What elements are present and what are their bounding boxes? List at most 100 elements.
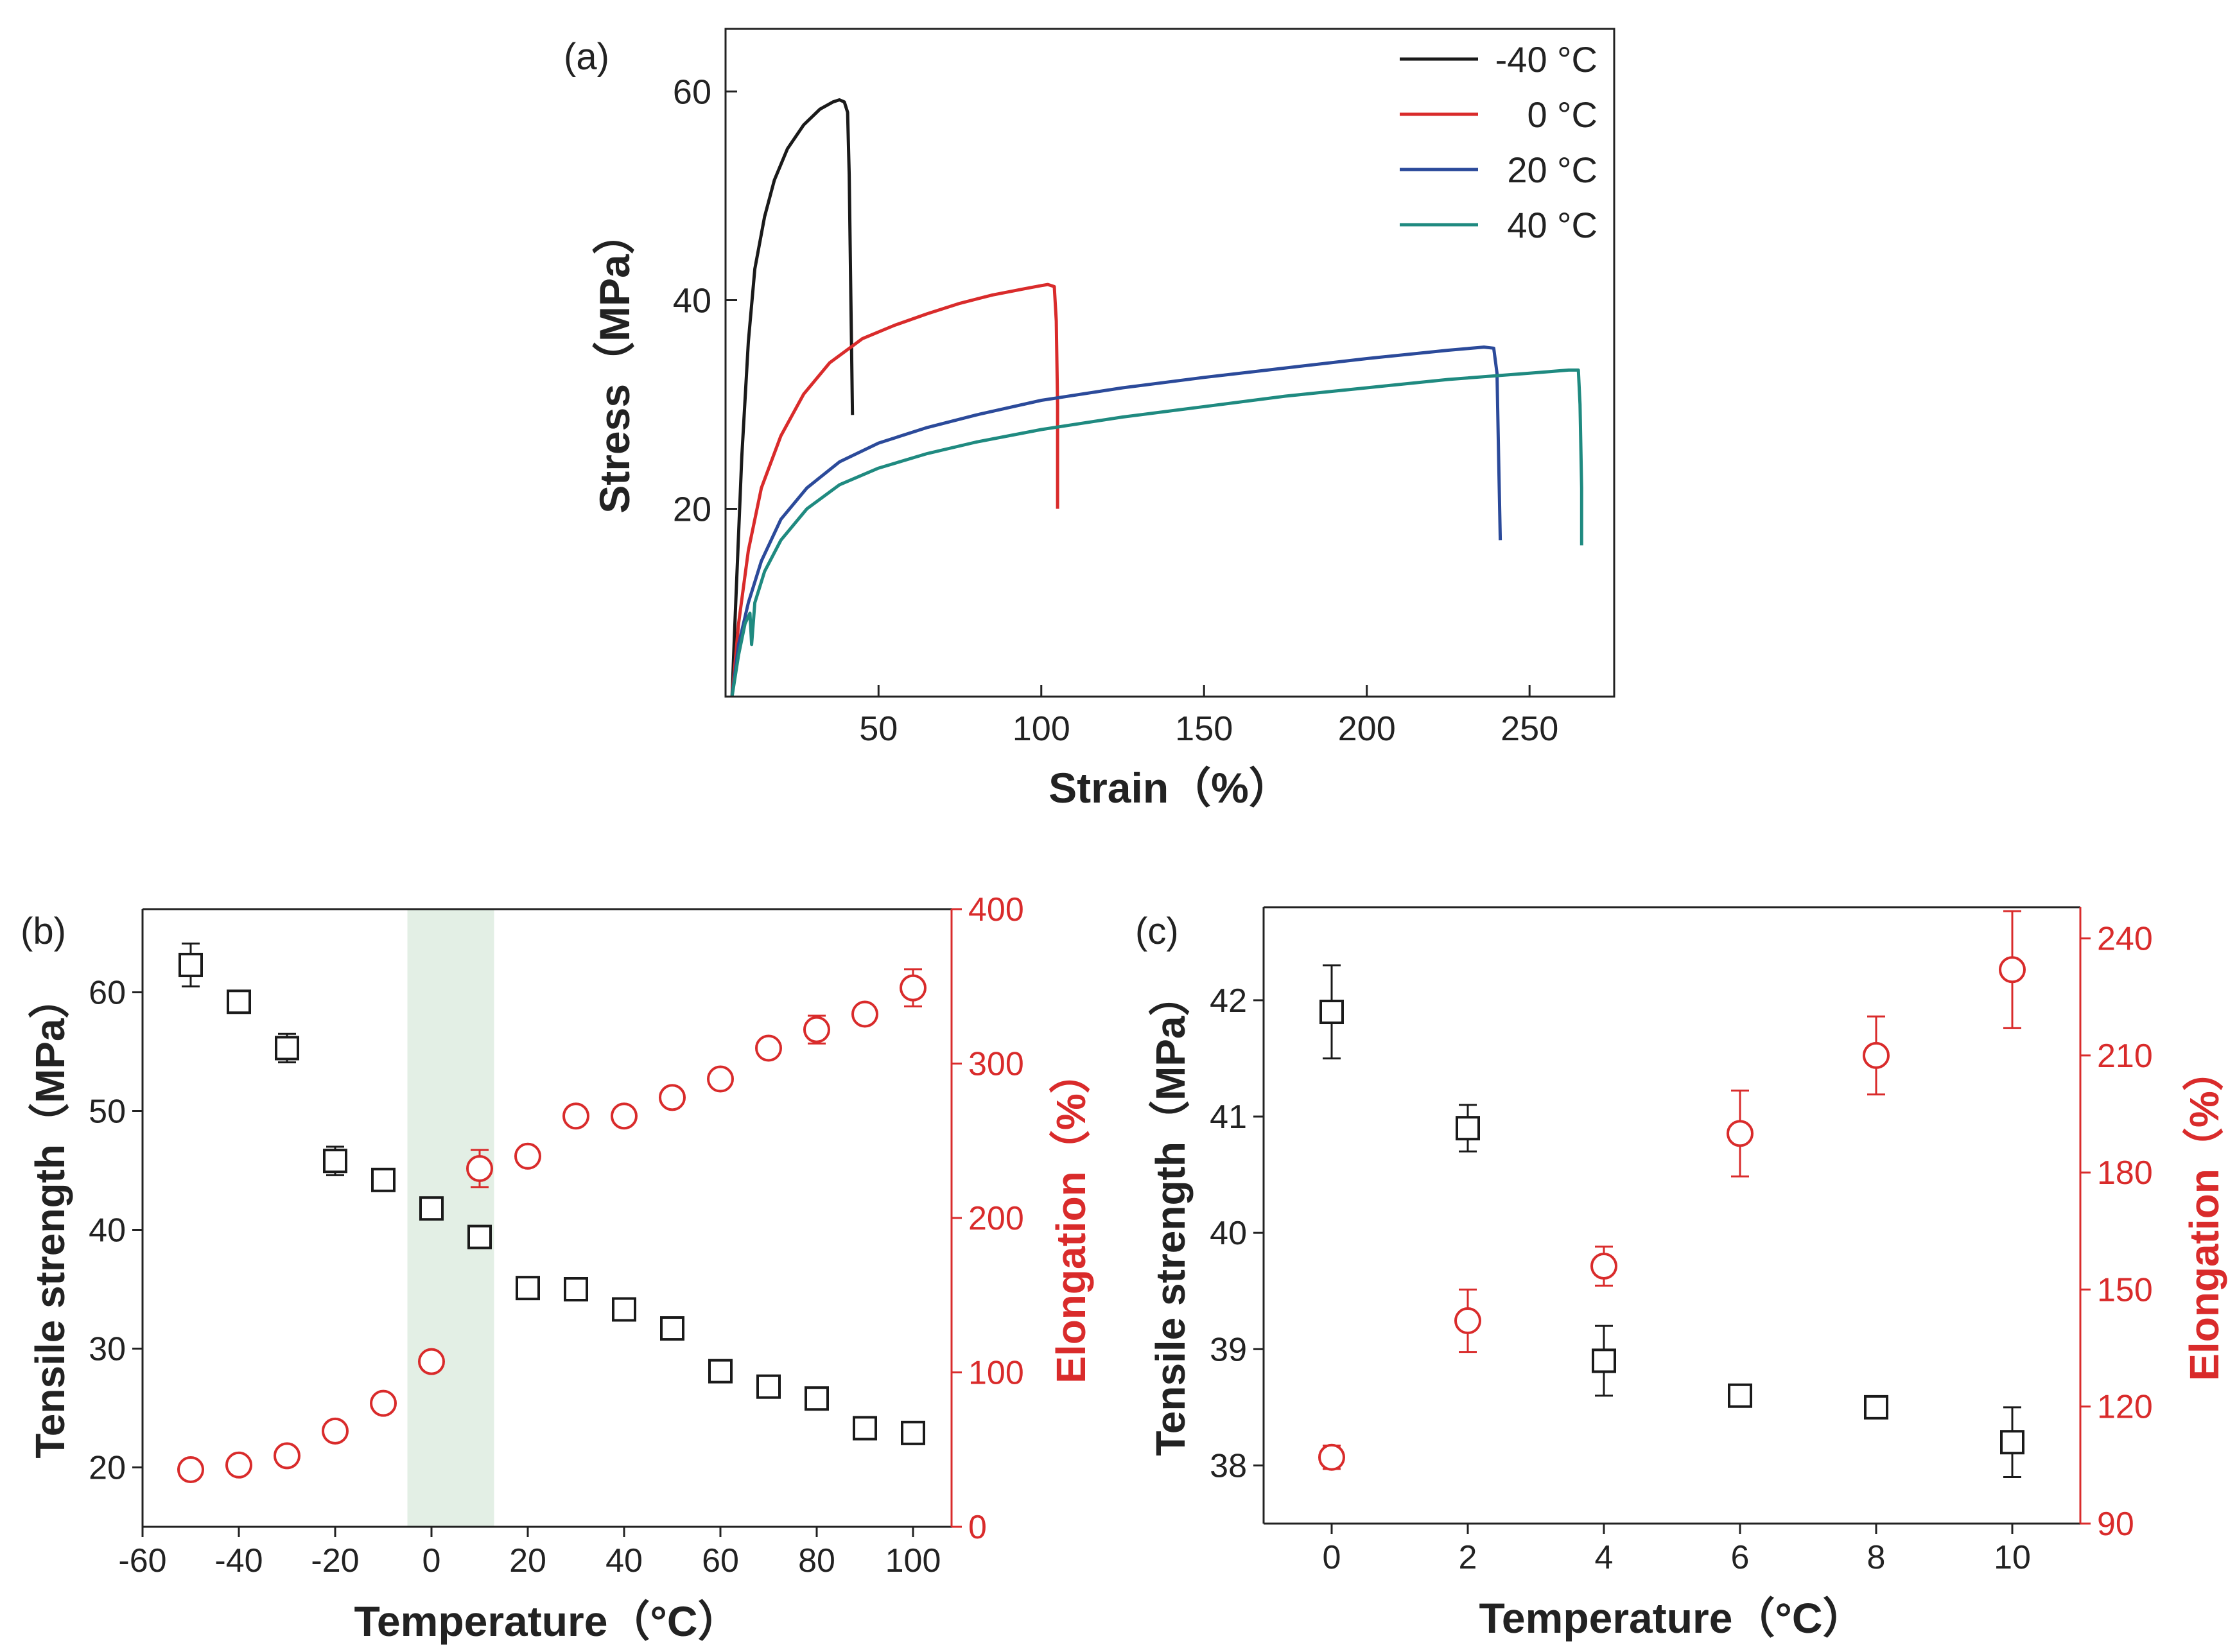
legend-label: 20 °C [1507, 150, 1597, 190]
y-left-axis-title: Tensile strength（MPa） [1147, 975, 1194, 1456]
tensile-marker [612, 1297, 636, 1322]
tensile-marker [516, 1276, 540, 1301]
y-right-tick-label: 180 [2097, 1154, 2153, 1192]
panel-c: 0 2 4 6 8 10 38 39 40 41 42 90 120 150 180 210 240 Temper… [1135, 906, 2227, 1642]
elongation-marker [225, 1451, 252, 1479]
y-left-tick-label: 20 [89, 1450, 126, 1487]
elongation-marker [755, 1034, 782, 1062]
panel-a-frame [724, 28, 1615, 698]
y-left-tick-label: 38 [1210, 1447, 1247, 1484]
tensile-marker [1319, 1000, 1344, 1025]
x-tick-label: -40 [214, 1542, 263, 1579]
tensile-marker [1864, 1395, 1888, 1420]
y-right-tick-label: 90 [2097, 1506, 2134, 1543]
panel-a: 50 100 150 200 250 20 40 60 Strain（%） Stress（MPa）… [564, 36, 1597, 812]
elongation-marker [851, 1000, 878, 1028]
y-left-tick-label: 30 [89, 1331, 126, 1368]
x-axis-title: Temperature（°C） [354, 1597, 740, 1645]
y-left-tick-label: 41 [1210, 1099, 1247, 1136]
y-left-tick-label: 42 [1210, 982, 1247, 1020]
elongation-marker [514, 1142, 541, 1170]
legend-label: 40 °C [1507, 205, 1597, 245]
x-axis-title: Temperature（°C） [1479, 1594, 1865, 1642]
x-tick-label: 8 [1867, 1539, 1886, 1576]
y-right-tick-label: 400 [968, 891, 1024, 928]
y-left-tick-label: 39 [1210, 1331, 1247, 1368]
elongation-marker [1727, 1120, 1754, 1147]
x-tick-label: 2 [1459, 1539, 1477, 1576]
y-left-tick-label: 40 [89, 1212, 126, 1249]
y-tick-label: 60 [673, 73, 711, 112]
y-right-tick-label: 240 [2097, 921, 2153, 958]
panel-label: (c) [1135, 910, 1179, 952]
legend-label: -40 °C [1495, 39, 1597, 80]
tensile-marker [853, 1416, 877, 1441]
elongation-marker [418, 1348, 445, 1375]
tensile-marker [1592, 1348, 1616, 1373]
tensile-marker [467, 1224, 492, 1249]
tensile-marker [660, 1316, 684, 1341]
elongation-marker [1318, 1443, 1345, 1471]
tensile-marker [419, 1196, 444, 1221]
tensile-marker [805, 1386, 829, 1411]
elongation-marker [274, 1442, 300, 1470]
tensile-marker [901, 1420, 925, 1445]
tensile-marker [1728, 1383, 1752, 1408]
elongation-marker [803, 1016, 830, 1043]
x-axis-title: Strain（%） [1049, 764, 1291, 812]
x-tick-label: 60 [702, 1542, 739, 1579]
y-right-tick-label: 210 [2097, 1038, 2153, 1075]
tensile-marker [756, 1374, 781, 1399]
y-right-tick-label: 200 [968, 1200, 1024, 1237]
y-right-tick-label: 150 [2097, 1271, 2153, 1309]
tensile-marker [227, 989, 251, 1014]
elongation-marker [370, 1389, 397, 1417]
y-right-tick-label: 100 [968, 1355, 1024, 1392]
y-right-axis-title: Elongation（%） [1048, 1052, 1094, 1384]
tensile-marker [2000, 1430, 2024, 1455]
y-right-tick-label: 120 [2097, 1389, 2153, 1426]
elongation-marker [707, 1065, 734, 1093]
y-left-tick-label: 60 [89, 975, 126, 1012]
tensile-marker [564, 1277, 588, 1301]
y-axis-title: Stress（MPa） [591, 212, 638, 514]
x-tick-label: 150 [1175, 709, 1233, 748]
y-right-tick-label: 300 [968, 1046, 1024, 1083]
elongation-marker [1863, 1041, 1890, 1069]
legend-label: 0 °C [1527, 94, 1597, 135]
panel-b: -60 -40 -20 0 20 40 60 80 100 20 30 40 50 60 0 100 200 30… [21, 891, 1094, 1645]
x-tick-label: 250 [1501, 709, 1558, 748]
series-line-3 [730, 368, 1583, 697]
x-tick-label: -20 [311, 1542, 359, 1579]
x-tick-label: 0 [422, 1542, 441, 1579]
y-tick-label: 20 [673, 491, 711, 529]
y-left-tick-label: 50 [89, 1093, 126, 1131]
y-tick-label: 40 [673, 282, 711, 320]
panel-label: (b) [21, 910, 66, 952]
tensile-marker [275, 1036, 299, 1061]
tensile-marker [178, 952, 203, 977]
y-right-axis-title: Elongation（%） [2181, 1050, 2227, 1381]
x-tick-label: 200 [1338, 709, 1396, 748]
tensile-marker [708, 1359, 733, 1384]
elongation-marker [562, 1102, 589, 1130]
tensile-marker [371, 1167, 396, 1192]
x-tick-label: 10 [1994, 1539, 2031, 1576]
elongation-marker [1454, 1307, 1481, 1335]
x-tick-label: 4 [1595, 1539, 1614, 1576]
tensile-marker [1456, 1116, 1480, 1141]
elongation-marker [900, 974, 927, 1002]
tensile-marker [323, 1149, 347, 1174]
y-left-tick-label: 40 [1210, 1215, 1247, 1252]
series-line-0 [730, 98, 855, 697]
x-tick-label: -60 [118, 1542, 166, 1579]
y-right-tick-label: 0 [968, 1509, 987, 1546]
elongation-marker [1590, 1252, 1617, 1280]
x-tick-label: 80 [798, 1542, 835, 1579]
elongation-marker [322, 1417, 349, 1445]
panel-label: (a) [564, 36, 609, 78]
x-tick-label: 0 [1323, 1539, 1341, 1576]
